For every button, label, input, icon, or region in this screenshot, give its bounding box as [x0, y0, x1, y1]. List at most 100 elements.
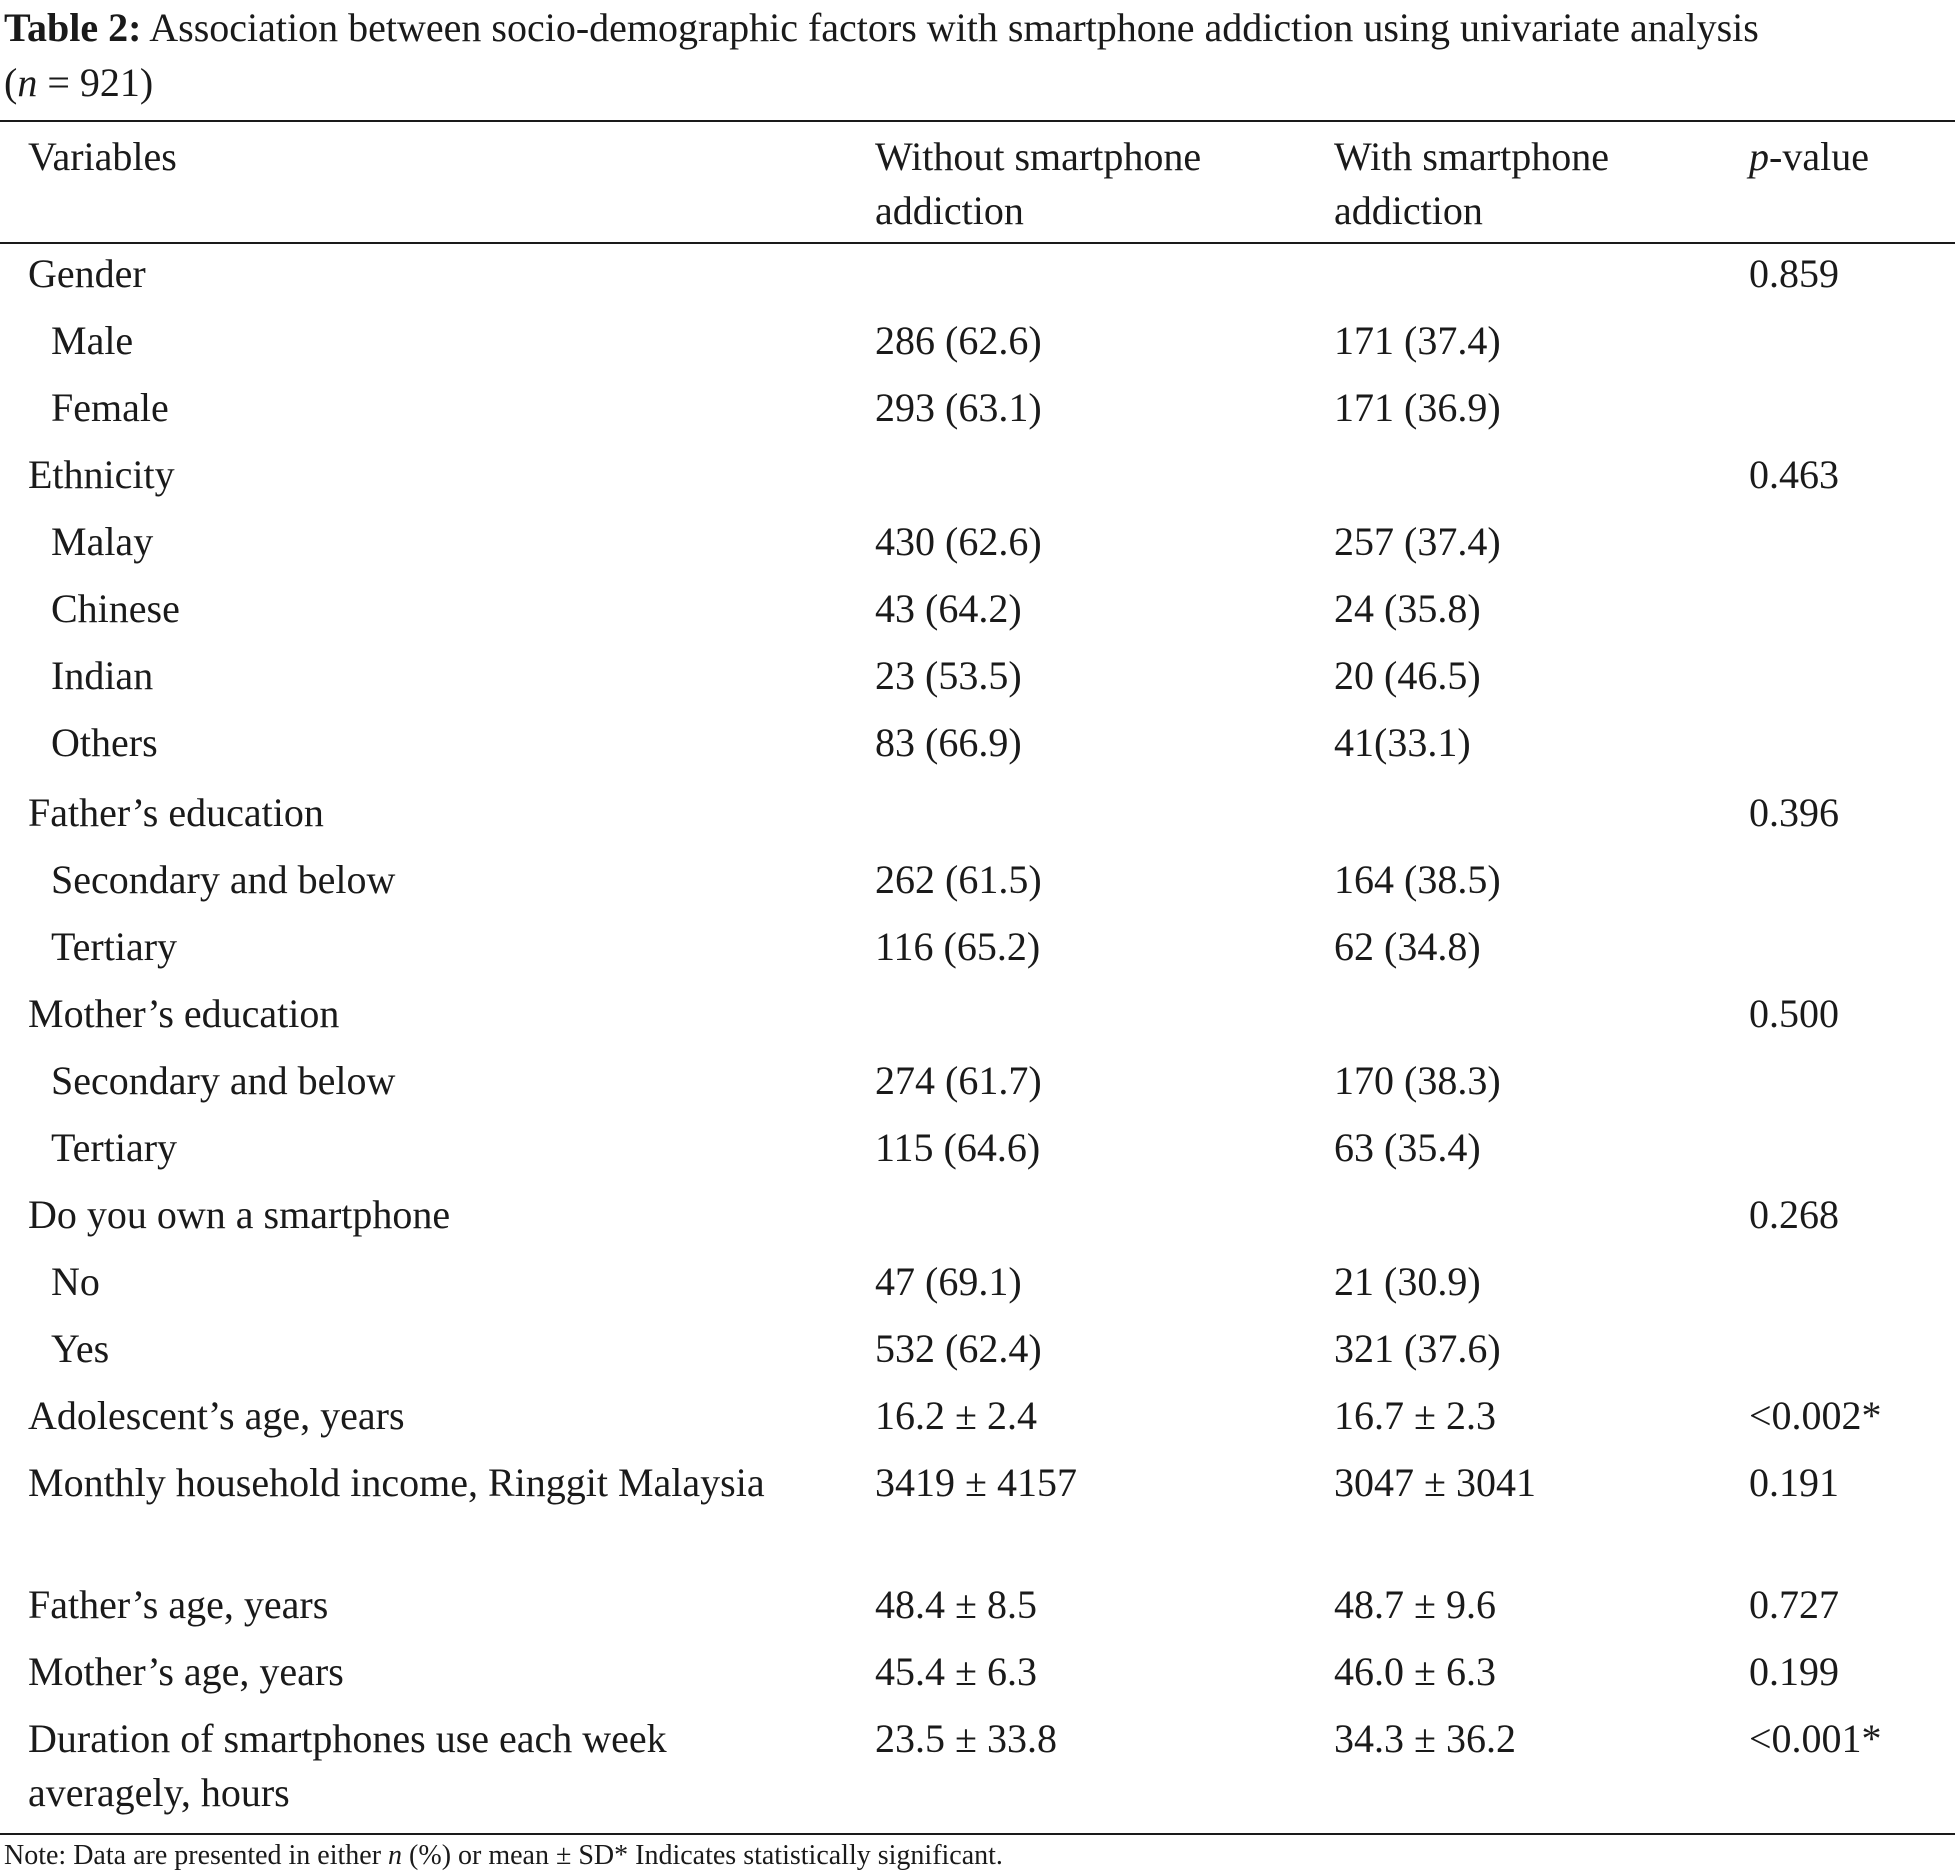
header-without-line2: addiction: [875, 188, 1024, 233]
row-variable: Malay: [51, 519, 154, 564]
table-row: Father’s education 0.396: [0, 786, 1955, 853]
row-variable: Tertiary: [51, 924, 178, 969]
caption-text: Association between socio-demographic fa…: [149, 5, 1759, 50]
header-p-value: p-value: [1749, 130, 1869, 184]
table-row: Chinese 43 (64.2) 24 (35.8): [0, 582, 1955, 649]
table-row: Secondary and below 262 (61.5) 164 (38.5…: [0, 853, 1955, 920]
table-header: Variables Without smartphone addiction W…: [0, 130, 1955, 240]
note-suffix: (%) or mean ± SD* Indicates statisticall…: [402, 1840, 1003, 1871]
row-p-value: <0.001*: [1749, 1716, 1882, 1761]
row-without: 23.5 ± 33.8: [875, 1716, 1057, 1761]
table-row: Gender 0.859: [0, 247, 1955, 314]
row-variable: Secondary and below: [51, 857, 396, 902]
row-p-value: 0.396: [1749, 790, 1839, 835]
row-variable: Monthly household income, Ringgit Malays…: [28, 1460, 765, 1505]
header-rule: [0, 242, 1955, 244]
table-row: Monthly household income, Ringgit Malays…: [0, 1456, 1955, 1578]
row-variable: Secondary and below: [51, 1058, 396, 1103]
row-p-value: 0.463: [1749, 452, 1839, 497]
table-row: Others 83 (66.9) 41(33.1): [0, 716, 1955, 786]
row-without: 43 (64.2): [875, 586, 1022, 631]
caption-paren: (: [4, 60, 18, 105]
row-p-value: 0.859: [1749, 251, 1839, 296]
note-prefix: Note: Data are presented in either: [4, 1840, 389, 1871]
row-variable: Indian: [51, 653, 154, 698]
row-variable: Chinese: [51, 586, 180, 631]
table-row: Adolescent’s age, years 16.2 ± 2.4 16.7 …: [0, 1389, 1955, 1456]
top-rule: [0, 120, 1955, 122]
header-without-line1: Without smartphone: [875, 134, 1202, 179]
note-n: n: [388, 1840, 403, 1871]
row-with: 16.7 ± 2.3: [1334, 1393, 1496, 1438]
row-with: 171 (37.4): [1334, 318, 1501, 363]
header-without-addiction: Without smartphone addiction: [875, 130, 1201, 238]
row-without: 115 (64.6): [875, 1125, 1041, 1170]
row-with: 21 (30.9): [1334, 1259, 1481, 1304]
caption-line-1: Table 2: Association between socio-demog…: [4, 0, 1954, 55]
row-with: 3047 ± 3041: [1334, 1460, 1536, 1505]
row-without: 116 (65.2): [875, 924, 1041, 969]
header-p-italic: p: [1749, 134, 1769, 179]
row-variable: Female: [51, 385, 169, 430]
table-row: Female 293 (63.1) 171 (36.9): [0, 381, 1955, 448]
row-with: 41(33.1): [1334, 720, 1471, 765]
table-row: Indian 23 (53.5) 20 (46.5): [0, 649, 1955, 716]
table-body: Gender 0.859 Male 286 (62.6) 171 (37.4) …: [0, 247, 1955, 1822]
row-without: 47 (69.1): [875, 1259, 1022, 1304]
row-with: 46.0 ± 6.3: [1334, 1649, 1496, 1694]
header-with-line1: With smartphone: [1334, 134, 1609, 179]
caption-line-2: (n = 921): [4, 55, 1954, 110]
row-variable: Ethnicity: [28, 452, 175, 497]
table-row: Duration of smartphones use each week av…: [0, 1712, 1955, 1822]
header-with-addiction: With smartphone addiction: [1334, 130, 1609, 238]
table-row: Tertiary 116 (65.2) 62 (34.8): [0, 920, 1955, 987]
row-p-value: 0.199: [1749, 1649, 1839, 1694]
table-row: Mother’s age, years 45.4 ± 6.3 46.0 ± 6.…: [0, 1645, 1955, 1712]
row-with: 170 (38.3): [1334, 1058, 1501, 1103]
row-with: 164 (38.5): [1334, 857, 1501, 902]
row-variable: No: [51, 1259, 100, 1304]
row-variable: Mother’s education: [28, 991, 340, 1036]
row-without: 45.4 ± 6.3: [875, 1649, 1037, 1694]
caption-n: n: [17, 60, 38, 105]
row-variable: Father’s age, years: [28, 1582, 329, 1627]
row-variable: Mother’s age, years: [28, 1649, 344, 1694]
row-without: 48.4 ± 8.5: [875, 1582, 1037, 1627]
table-row: Mother’s education 0.500: [0, 987, 1955, 1054]
row-variable: Yes: [51, 1326, 110, 1371]
row-with: 62 (34.8): [1334, 924, 1481, 969]
row-variable: Male: [51, 318, 134, 363]
row-with: 171 (36.9): [1334, 385, 1501, 430]
row-with: 48.7 ± 9.6: [1334, 1582, 1496, 1627]
row-p-value: 0.500: [1749, 991, 1839, 1036]
row-without: 293 (63.1): [875, 385, 1042, 430]
caption-label: Table 2:: [4, 5, 142, 50]
row-variable: Adolescent’s age, years: [28, 1393, 405, 1438]
row-p-value: 0.191: [1749, 1460, 1839, 1505]
row-with: 257 (37.4): [1334, 519, 1501, 564]
table-note: Note: Data are presented in either n (%)…: [4, 1838, 1003, 1874]
row-variable: Do you own a smartphone: [28, 1192, 451, 1237]
row-p-value: 0.268: [1749, 1192, 1839, 1237]
row-with: 321 (37.6): [1334, 1326, 1501, 1371]
bottom-rule: [0, 1833, 1955, 1835]
row-without: 16.2 ± 2.4: [875, 1393, 1037, 1438]
row-variable: Father’s education: [28, 790, 324, 835]
header-p-rest: -value: [1769, 134, 1869, 179]
table-row: Ethnicity 0.463: [0, 448, 1955, 515]
table-row: Yes 532 (62.4) 321 (37.6): [0, 1322, 1955, 1389]
row-with: 24 (35.8): [1334, 586, 1481, 631]
row-with: 63 (35.4): [1334, 1125, 1481, 1170]
table-row: Tertiary 115 (64.6) 63 (35.4): [0, 1121, 1955, 1188]
row-without: 286 (62.6): [875, 318, 1042, 363]
header-variables: Variables: [28, 134, 177, 179]
row-without: 532 (62.4): [875, 1326, 1042, 1371]
row-with: 34.3 ± 36.2: [1334, 1716, 1516, 1761]
row-variable: Gender: [28, 251, 146, 296]
table-row: Do you own a smartphone 0.268: [0, 1188, 1955, 1255]
row-variable: Tertiary: [51, 1125, 178, 1170]
row-variable: Others: [51, 720, 158, 765]
row-with: 20 (46.5): [1334, 653, 1481, 698]
row-without: 23 (53.5): [875, 653, 1022, 698]
row-p-value: 0.727: [1749, 1582, 1839, 1627]
